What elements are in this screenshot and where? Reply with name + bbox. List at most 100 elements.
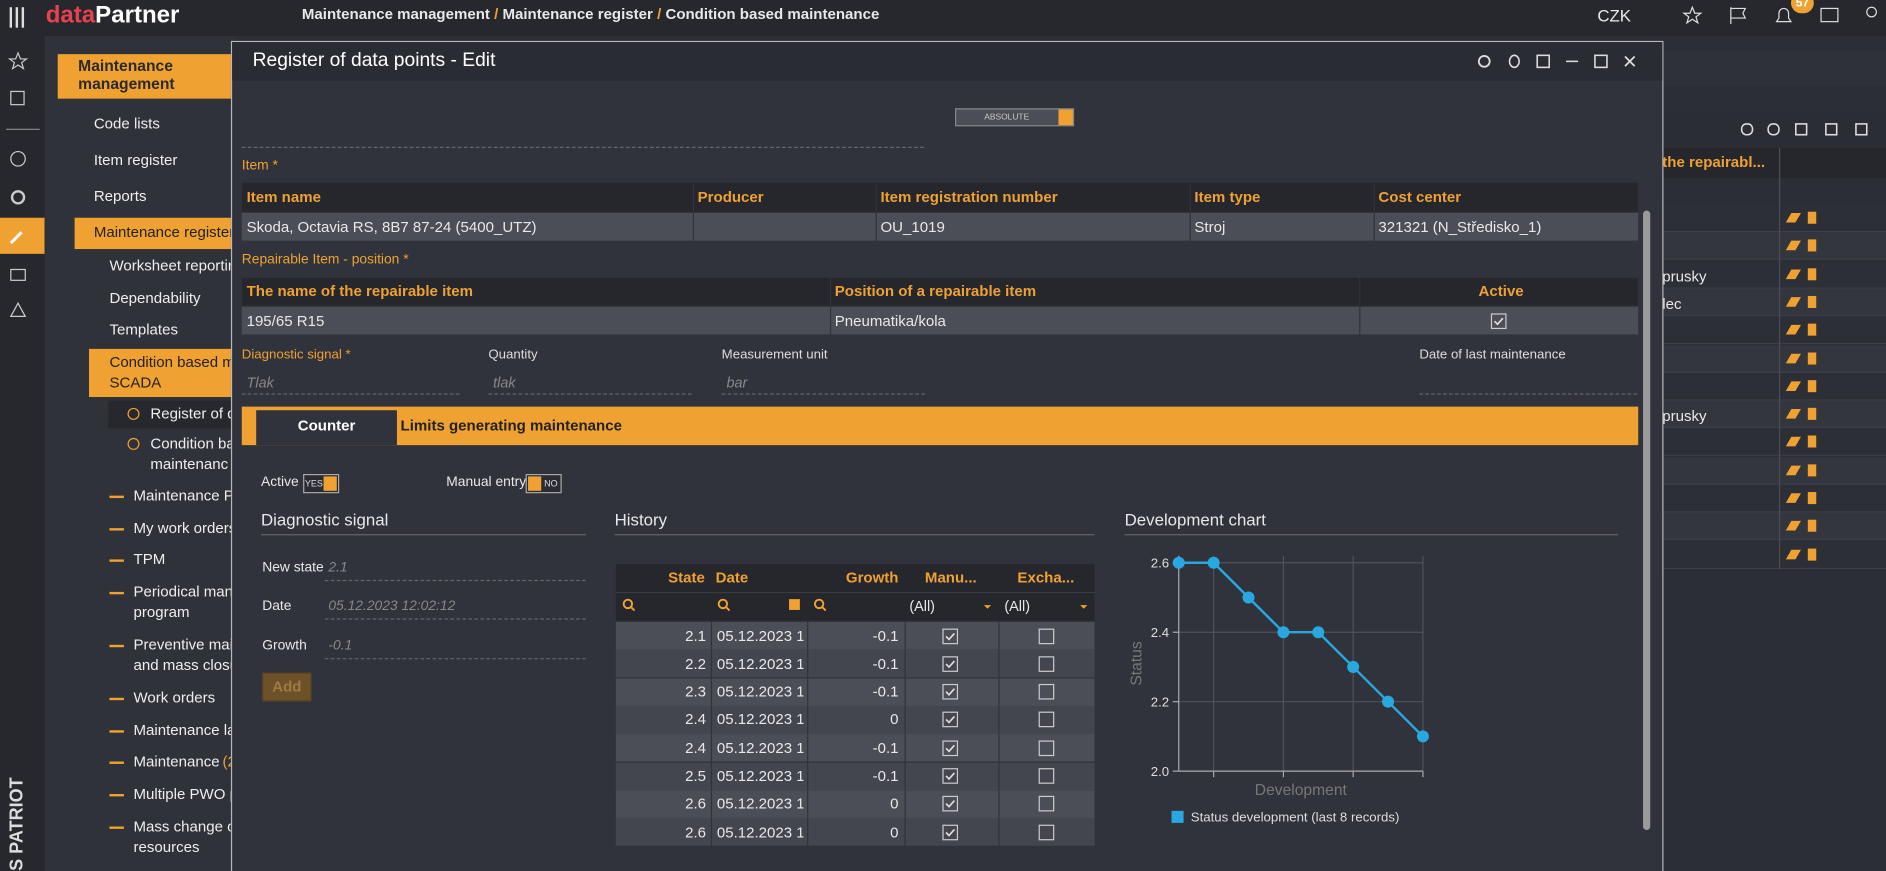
data-point	[1207, 556, 1220, 569]
history-row	[615, 734, 1095, 762]
field-underline	[488, 393, 692, 395]
checkbox-box	[1038, 824, 1055, 840]
history-col-divider	[807, 649, 809, 678]
checkbox	[942, 768, 959, 784]
delete-icon	[1807, 548, 1817, 561]
toggle-state: YES	[304, 478, 323, 490]
checkbox-box	[1490, 313, 1507, 330]
item-row-bg	[241, 212, 1639, 241]
history-cell: -0.1	[872, 627, 899, 645]
history-cell: 0	[890, 795, 899, 813]
strip-divider	[6, 128, 40, 130]
form-label: New state	[262, 560, 324, 576]
calendar-icon	[789, 599, 800, 610]
layers-icon	[10, 268, 26, 281]
toolbar-icon	[1855, 123, 1868, 136]
section-title: History	[614, 510, 668, 530]
checkbox	[942, 684, 959, 700]
repairable-header: Active	[1478, 282, 1524, 300]
history-col-divider	[998, 706, 1000, 734]
history-cell: 05.12.2023 1...	[716, 795, 804, 813]
history-cell: 05.12.2023 1...	[716, 627, 804, 645]
form-underline	[324, 579, 586, 582]
mode-toggle-knob	[1058, 109, 1073, 126]
delete-icon	[1807, 379, 1817, 392]
toolbar-icon	[1767, 123, 1780, 136]
history-col-divider	[904, 762, 906, 790]
bg-row	[1662, 204, 1886, 233]
bg-table-header	[1662, 147, 1886, 179]
legend-swatch	[1171, 810, 1184, 823]
data-point	[1382, 695, 1395, 708]
history-cell: 05.12.2023 1...	[716, 683, 804, 701]
history-header: Manu...	[924, 569, 977, 586]
delete-icon	[1807, 211, 1817, 224]
toolbar-icon	[1795, 123, 1808, 136]
sidebar-item: Maintenance register	[93, 223, 235, 241]
search-icon-handle	[725, 606, 731, 612]
form-label: Growth	[262, 638, 307, 654]
history-col-divider	[710, 649, 713, 678]
field-label: Diagnostic signal *	[241, 347, 351, 363]
search-icon	[717, 598, 729, 610]
checkmark	[945, 744, 956, 753]
history-header: Excha...	[1017, 569, 1075, 586]
mode-toggle-label: ABSOLUTE	[984, 113, 1030, 123]
sidebar-item: Preventive mai	[133, 636, 233, 654]
checkbox	[942, 796, 959, 812]
sidebar-item: maintenanc	[150, 455, 229, 473]
gear-icon	[10, 190, 26, 205]
bg-cell: prusky	[1662, 268, 1707, 286]
item-dash	[109, 559, 124, 562]
bg-row	[1662, 288, 1886, 317]
bg-row	[1662, 428, 1886, 457]
history-cell: 05.12.2023 1...	[716, 767, 804, 785]
form-label: Date	[262, 599, 292, 614]
checkbox-box	[942, 684, 959, 700]
tab: Counter	[297, 417, 356, 435]
search-icon	[622, 598, 634, 610]
history-row	[615, 790, 1095, 818]
bg-row	[1662, 316, 1886, 345]
history-header: Date	[715, 569, 749, 586]
history-cell: 2.6	[685, 795, 707, 813]
checkbox-box	[1038, 656, 1055, 672]
history-col-divider	[904, 734, 906, 762]
section-line	[1124, 534, 1618, 536]
data-point	[1242, 591, 1255, 604]
dashed-divider	[241, 146, 924, 148]
item-cell: OU_1019	[880, 218, 945, 236]
history-cell: 05.12.2023 1...	[716, 823, 804, 841]
sidebar-item: program	[133, 603, 190, 621]
repairable-col-divider	[1359, 277, 1361, 335]
history-col-divider	[998, 762, 1000, 790]
history-row	[615, 649, 1095, 678]
list-icon	[1820, 7, 1839, 23]
checkmark	[945, 688, 956, 697]
history-col-divider	[904, 621, 906, 650]
checkbox	[942, 740, 959, 756]
history-col-divider	[710, 621, 713, 650]
sidebar-item: Dependability	[109, 289, 201, 307]
item-col-divider	[875, 182, 877, 241]
history-col-divider	[710, 734, 713, 762]
maximize-icon	[1594, 54, 1608, 69]
checkbox-box	[942, 627, 959, 644]
breadcrumb-item: Maintenance management	[301, 6, 490, 23]
checkbox-box	[942, 656, 959, 672]
bg-cell: prusky	[1662, 407, 1707, 425]
menu-icon-bar	[9, 7, 13, 28]
breadcrumb: Maintenance management / Maintenance reg…	[302, 6, 879, 23]
bg-row	[1662, 540, 1886, 569]
history-header-bg	[615, 564, 1095, 592]
repairable-cell: Pneumatika/kola	[834, 312, 946, 330]
toggle-state: NO	[544, 478, 558, 490]
checkbox	[1490, 313, 1507, 330]
item-dash	[109, 697, 124, 701]
data-point	[1172, 556, 1185, 569]
history-col-divider	[807, 790, 809, 818]
toggle-label: Manual entry	[446, 475, 527, 490]
search-icon-handle	[630, 606, 636, 612]
field-label: Quantity	[488, 347, 538, 363]
menu-icon-bar	[15, 7, 19, 28]
